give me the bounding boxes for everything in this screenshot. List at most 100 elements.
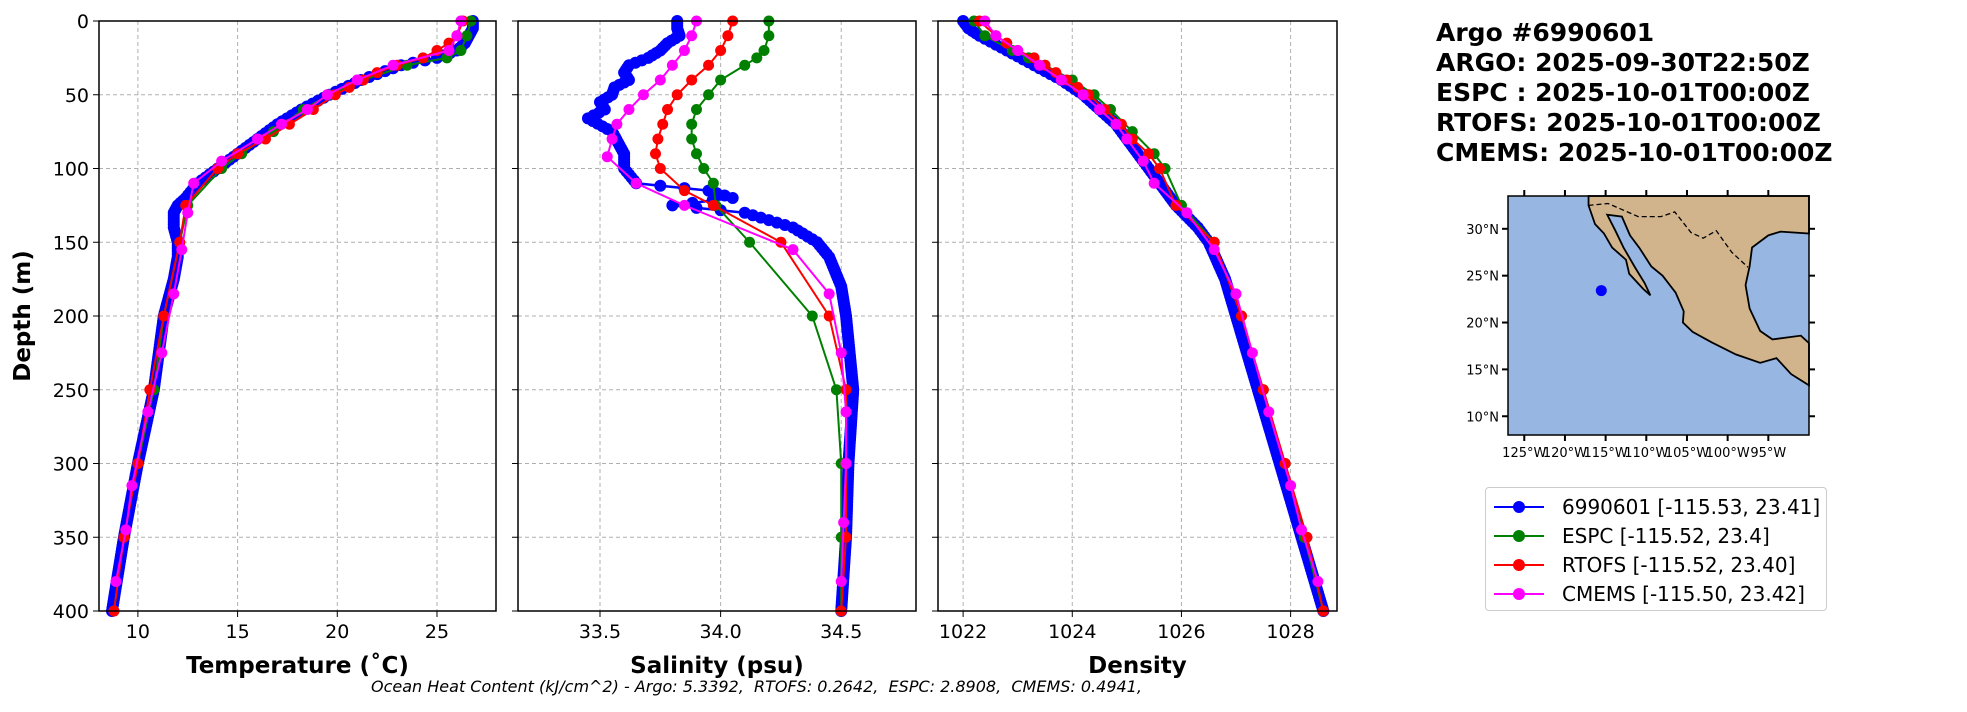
data-point <box>686 133 698 145</box>
x-tick-label: 1028 <box>1266 621 1314 643</box>
map-lat-label: 10°N <box>1466 410 1499 425</box>
data-point <box>168 288 180 300</box>
legend-label: CMEMS [-115.50, 23.42] <box>1562 581 1805 606</box>
y-tick-label: 250 <box>53 380 89 402</box>
legend: 6990601 [-115.53, 23.41] ESPC [-115.52, … <box>1485 487 1827 611</box>
data-point <box>703 59 715 71</box>
data-point <box>387 59 399 71</box>
map-lat-label: 15°N <box>1466 363 1499 378</box>
data-point <box>1154 163 1166 174</box>
data-point <box>611 118 623 130</box>
x-axis-label: Temperature (˚C) <box>186 652 409 679</box>
axes-frame <box>517 20 917 612</box>
data-point <box>158 310 170 322</box>
data-point <box>216 155 228 167</box>
data-point <box>188 177 200 189</box>
location-map <box>1502 190 1815 441</box>
data-point <box>252 133 264 145</box>
panel-1 <box>512 15 917 617</box>
data-point <box>1148 177 1160 189</box>
data-point <box>1285 480 1297 492</box>
data-point <box>351 74 363 86</box>
data-point <box>666 199 679 212</box>
x-tick-label: 34.5 <box>820 621 862 643</box>
legend-swatch <box>1494 529 1544 543</box>
data-point <box>455 45 467 56</box>
data-point <box>678 199 690 211</box>
data-point <box>1170 199 1182 211</box>
x-tick-label: 25 <box>425 621 449 643</box>
data-point <box>763 30 775 42</box>
series-cmems <box>979 15 1324 587</box>
data-point <box>1094 104 1106 115</box>
y-tick-label: 200 <box>53 306 89 328</box>
data-point <box>232 148 244 160</box>
data-point <box>1077 89 1089 101</box>
data-point <box>666 59 678 71</box>
data-point <box>662 104 674 115</box>
info-argo-time: ARGO: 2025-09-30T22:50Z <box>1436 48 1810 77</box>
data-point <box>1246 347 1258 359</box>
data-point <box>707 177 719 189</box>
series-espc <box>686 15 847 617</box>
data-point <box>601 151 613 163</box>
map-lon-label: 105°W <box>1665 446 1709 461</box>
data-point <box>1110 118 1122 130</box>
data-point <box>623 104 635 115</box>
legend-label: ESPC [-115.52, 23.4] <box>1562 523 1770 548</box>
map-lon-label: 110°W <box>1624 446 1668 461</box>
data-point <box>120 524 132 536</box>
legend-swatch <box>1494 558 1544 572</box>
data-point <box>1263 406 1275 418</box>
series-line <box>984 20 1319 582</box>
map-land <box>1587 195 1810 387</box>
series-line <box>606 20 848 582</box>
data-point <box>703 89 715 101</box>
data-point <box>686 74 698 86</box>
data-point <box>823 310 835 322</box>
data-point <box>678 45 690 56</box>
data-point <box>840 458 852 469</box>
data-point <box>1312 576 1324 587</box>
data-point <box>990 30 1002 42</box>
data-point <box>739 59 751 71</box>
data-point <box>726 192 739 204</box>
axes-frame <box>937 20 1338 612</box>
data-point <box>722 30 734 42</box>
data-point <box>698 163 710 174</box>
legend-item-espc: ESPC [-115.52, 23.4] <box>1494 521 1826 550</box>
info-cmems-time: CMEMS: 2025-10-01T00:00Z <box>1436 138 1833 167</box>
x-tick-label: 15 <box>225 621 249 643</box>
legend-item-rtofs: RTOFS [-115.52, 23.40] <box>1494 550 1826 579</box>
legend-item-argo: 6990601 [-115.53, 23.41] <box>1494 492 1826 521</box>
data-point <box>657 118 669 130</box>
data-point <box>758 45 770 56</box>
data-point <box>126 480 138 492</box>
map-frame <box>1507 195 1810 436</box>
map-lat-label: 25°N <box>1466 270 1499 285</box>
data-point <box>690 104 702 115</box>
map-border <box>1588 202 1749 268</box>
data-point <box>1034 59 1046 71</box>
data-point <box>110 576 122 587</box>
x-tick-label: 33.5 <box>579 621 621 643</box>
data-point <box>1208 244 1220 256</box>
data-point <box>267 126 279 138</box>
data-point <box>176 244 188 256</box>
y-tick-label: 100 <box>53 159 89 181</box>
data-point <box>637 89 649 101</box>
data-point <box>443 45 455 56</box>
data-point <box>686 118 698 130</box>
data-point <box>301 104 313 115</box>
data-point <box>182 207 194 219</box>
data-point <box>840 384 852 396</box>
map-lon-label: 100°W <box>1706 446 1750 461</box>
data-point <box>156 347 168 359</box>
series-cmems <box>110 15 467 587</box>
map-lat-label: 20°N <box>1466 317 1499 332</box>
map-lon-label: 95°W <box>1750 446 1786 461</box>
x-tick-label: 20 <box>325 621 349 643</box>
panel-0 <box>93 15 497 617</box>
data-point <box>606 133 618 145</box>
